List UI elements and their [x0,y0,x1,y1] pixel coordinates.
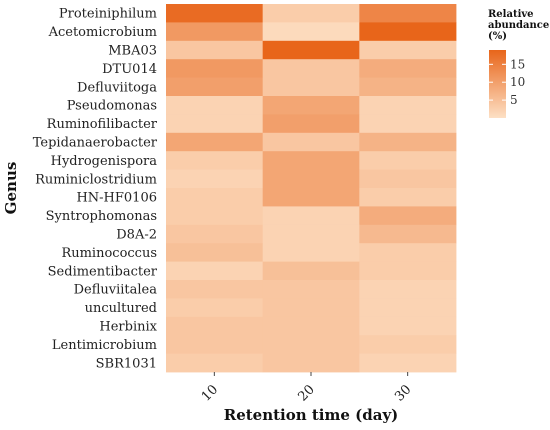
y-tick-label: Lentimicrobium [52,338,157,353]
y-tick-label: HN-HF0106 [76,191,157,206]
x-tick-label: 10 [199,382,221,404]
y-tick-label: MBA03 [108,44,157,59]
legend-title-line: (%) [488,31,507,42]
heatmap-cell [359,114,457,134]
heatmap-cell [359,335,457,354]
y-tick-label: Ruminococcus [61,246,157,261]
x-axis-title: Retention time (day) [224,406,399,424]
heatmap-cell [262,114,360,134]
heatmap-cell [166,151,264,170]
heatmap-cell [166,316,264,336]
heatmap-cell [262,188,360,207]
heatmap-cell [166,22,264,42]
y-tick-label: SBR1031 [96,356,157,371]
legend-ticks: 5 10 15 [489,57,525,107]
heatmap-cell [262,77,360,97]
heatmap-cell [262,151,360,170]
heatmap-cell [359,4,457,23]
heatmap-cell [262,280,360,299]
legend-tick-label: 5 [510,93,518,107]
heatmap-cell [262,206,360,226]
heatmap-cell [359,206,457,226]
y-tick-label: Hydrogenispora [51,154,158,169]
heatmap-cell [359,224,457,244]
legend-color-bar [489,50,506,118]
x-tick-label: 20 [296,382,318,404]
heatmap-cell [166,59,264,78]
y-tick-label: uncultured [85,301,157,316]
heatmap-cell [166,353,264,373]
heatmap-cell [262,40,360,60]
heatmap-cell [262,298,360,318]
heatmap-cell [359,243,457,262]
heatmap-cell [166,224,264,244]
heatmap-cell [166,4,264,23]
heatmap-cell [359,298,457,318]
heatmap-cell [262,96,360,115]
heatmap-cell [262,353,360,373]
legend-tick-label: 15 [510,57,525,71]
heatmap-cell [359,316,457,336]
heatmap-cell [166,298,264,318]
y-tick-label: Syntrophomonas [46,209,157,224]
heatmap-cell [262,4,360,23]
heatmap-cell [166,335,264,354]
heatmap-cell [359,77,457,97]
heatmap-cell [359,22,457,42]
heatmap-cell [166,280,264,299]
heatmap-cell [166,169,264,189]
heatmap-cell [359,132,457,152]
heatmap-cell [359,353,457,373]
heatmap-cell [166,188,264,207]
heatmap-cell [166,40,264,60]
x-tick-labels: 10 20 30 [199,372,414,405]
heatmap-cell [166,243,264,262]
heatmap-cell [359,188,457,207]
legend-title: Relative abundance (%) [488,9,549,42]
heatmap-cell [359,151,457,170]
heatmap-cell [359,169,457,189]
y-tick-label: Tepidanaerobacter [33,136,158,151]
heatmap-cell [262,243,360,262]
y-tick-label: Defluviitoga [77,80,157,95]
legend-title-line: abundance [488,20,549,31]
legend-tick-label: 10 [510,75,525,89]
heatmap-cell [262,132,360,152]
heatmap-cell [359,261,457,281]
color-legend: Relative abundance (%) 5 10 15 [488,9,549,118]
y-tick-label: Ruminiclostridium [35,172,157,187]
x-tick-label: 30 [392,382,414,404]
heatmap-cell [262,22,360,42]
heatmap-cell [262,316,360,336]
heatmap-cell [262,224,360,244]
y-tick-label: Proteiniphilum [59,7,157,22]
heatmap-cell [359,40,457,60]
heatmap-cell [262,335,360,354]
y-tick-labels: Proteiniphilum Acetomicrobium MBA03 DTU014 D… [33,7,158,372]
heatmap-cell [262,59,360,78]
y-tick-label: Defluviitalea [74,283,158,298]
y-tick-label: D8A-2 [116,228,157,243]
heatmap-cell [166,261,264,281]
heatmap-cell [359,59,457,78]
heatmap-cell [262,169,360,189]
heatmap-cell [262,261,360,281]
y-axis-title: Genus [2,162,20,215]
heatmap-cells [166,4,457,373]
heatmap-cell [166,132,264,152]
heatmap-cell [166,206,264,226]
y-tick-label: Sedimentibacter [48,264,158,279]
heatmap-cell [166,114,264,134]
heatmap-cell [359,96,457,115]
legend-title-line: Relative [488,9,534,20]
heatmap-cell [166,96,264,115]
y-tick-label: Ruminofilibacter [47,117,158,132]
y-tick-label: DTU014 [102,62,157,77]
y-tick-label: Herbinix [99,320,157,335]
y-tick-label: Acetomicrobium [48,25,157,40]
heatmap-cell [166,77,264,97]
heatmap-cell [359,280,457,299]
y-tick-label: Pseudomonas [67,99,157,114]
